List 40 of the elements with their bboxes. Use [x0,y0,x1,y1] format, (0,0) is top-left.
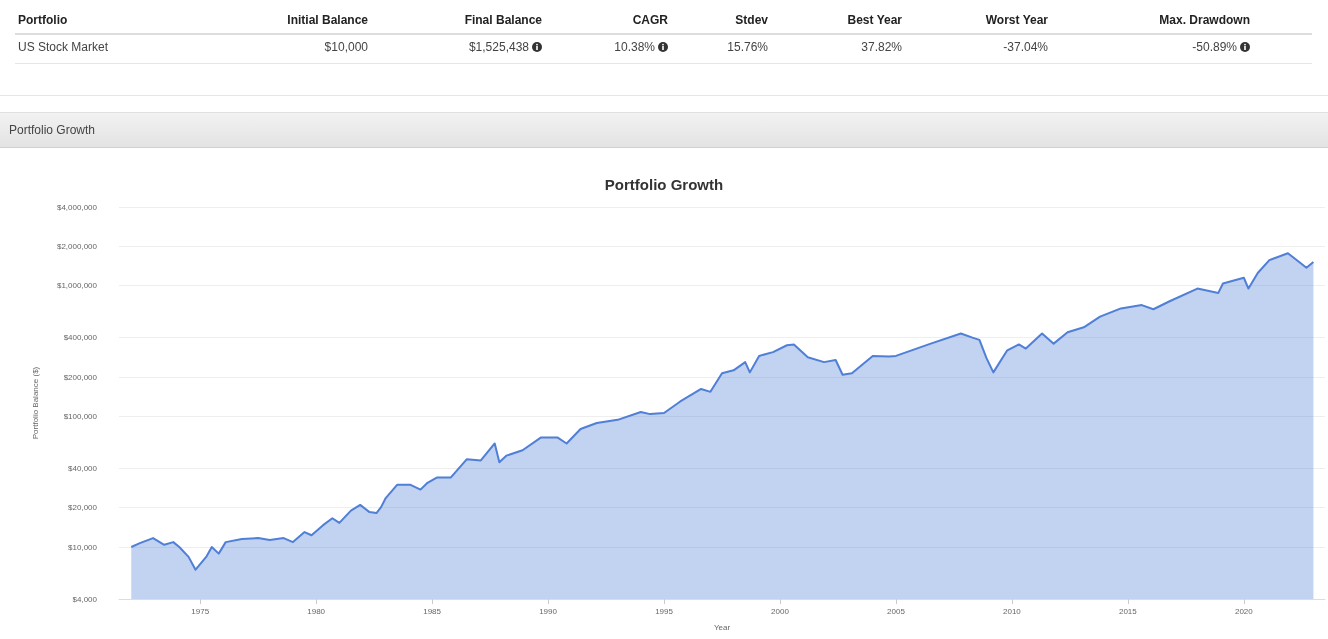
x-tick-label: 2000 [771,606,790,616]
y-axis-title: Portfolio Balance ($) [30,366,40,440]
category-label: US Stock Market [18,40,109,54]
y-tick-label: $10,000 [68,542,98,552]
x-tick-label: 1995 [655,606,674,616]
x-tick-label: 2005 [887,606,906,616]
text: $1,525,438 [468,40,529,54]
x-tick-label: 2020 [1234,606,1254,616]
y-tick-label: $200,000 [63,372,98,382]
x-tick-label: 1975 [191,606,210,616]
category-label: Final Balance [464,13,542,27]
x-tick-label: 2015 [1118,606,1138,616]
text: 37.82% [861,40,902,54]
category-label: Worst Year [985,13,1048,27]
y-tick-label: $40,000 [68,463,98,473]
category-label: Initial Balance [287,13,368,27]
x-axis-title: Year [713,622,731,632]
y-tick-label: $2,000,000 [56,241,98,251]
text: $10,000 [324,40,368,54]
text: -50.89% [1192,40,1237,54]
x-tick-label: 1985 [423,606,442,616]
y-tick-label: $400,000 [63,333,98,343]
text: 10.38% [614,40,655,54]
y-tick-label: $1,000,000 [56,281,98,291]
chart-title: Portfolio Growth [604,176,724,193]
text: -37.04% [1003,40,1048,54]
y-tick-label: $20,000 [68,503,98,513]
x-tick-label: 2010 [1003,606,1022,616]
text: 15.76% [727,40,768,54]
category-label: Stdev [735,13,768,27]
category-label: Max. Drawdown [1159,13,1250,27]
text: Portfolio Growth [9,123,96,137]
y-tick-label: $100,000 [63,411,98,421]
y-tick-label: $4,000,000 [56,202,98,212]
x-tick-label: 1980 [307,606,326,616]
category-label: CAGR [632,13,668,27]
category-label: Best Year [847,13,902,27]
text: Portfolio [18,13,68,27]
y-tick-label: $4,000 [72,594,98,604]
x-tick-label: 1990 [539,606,558,616]
